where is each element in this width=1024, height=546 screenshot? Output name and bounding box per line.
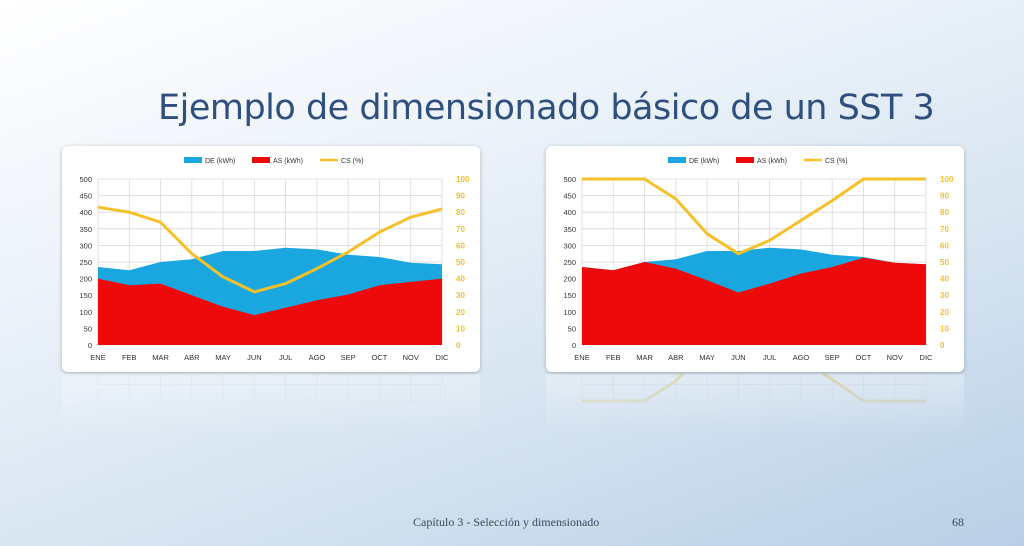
y-right-tick-label: 40	[456, 275, 465, 284]
y-left-tick-label: 250	[563, 258, 576, 267]
x-tick-label: OCT	[856, 353, 872, 362]
y-right-tick-label: 60	[456, 241, 465, 250]
y-left-tick-label: 200	[563, 275, 576, 284]
y-left-tick-label: 0	[88, 341, 92, 350]
x-tick-label: JUL	[763, 353, 776, 362]
y-left-tick-label: 100	[79, 308, 92, 317]
legend-label: DE (kWh)	[205, 158, 235, 165]
y-right-tick-label: 10	[940, 324, 949, 333]
chart-panel-left: ENE FEB MAR ABR MAY JUN JUL AGO SEP OCT NOV DIC 0 50 1…	[62, 146, 480, 372]
slide-title: Ejemplo de dimensionado básico de un SST…	[158, 88, 935, 128]
y-left-tick-label: 150	[79, 291, 92, 300]
area-as	[98, 278, 442, 345]
y-right-tick-label: 0	[456, 341, 461, 350]
y-right-tick-label: 20	[940, 308, 949, 317]
legend-label: AS (kWh)	[757, 158, 787, 165]
y-left-tick-label: 500	[79, 175, 92, 184]
y-right-tick-label: 90	[456, 192, 465, 201]
legend-swatch	[668, 157, 686, 163]
line-cs	[97, 205, 443, 294]
y-right-tick-label: 10	[456, 324, 465, 333]
x-tick-label: SEP	[825, 353, 840, 362]
legend-label: AS (kWh)	[273, 158, 303, 165]
y-left-tick-label: 400	[563, 208, 576, 217]
y-left-tick-label: 50	[568, 324, 576, 333]
x-tick-label: FEB	[122, 353, 137, 362]
y-left-tick-label: 350	[79, 225, 92, 234]
y-left-tick-label: 450	[563, 192, 576, 201]
x-tick-label: SEP	[341, 353, 356, 362]
x-tick-label: AGO	[309, 353, 326, 362]
x-tick-label: NOV	[887, 353, 903, 362]
y-left-tick-label: 0	[572, 341, 576, 350]
legend-swatch	[252, 157, 270, 163]
y-right-tick-label: 80	[456, 208, 465, 217]
y-left-tick-label: 200	[79, 275, 92, 284]
y-left-tick-label: 300	[79, 241, 92, 250]
y-right-tick-label: 30	[940, 291, 949, 300]
y-right-tick-label: 50	[940, 258, 949, 267]
legend-label: CS (%)	[341, 158, 364, 165]
x-tick-label: ENE	[574, 353, 589, 362]
chart-right-svg: ENE FEB MAR ABR MAY JUN JUL AGO SEP OCT NOV DIC 0 50 1…	[563, 157, 954, 362]
x-tick-label: MAY	[215, 353, 231, 362]
y-left-tick-label: 250	[79, 258, 92, 267]
legend-label: CS (%)	[825, 158, 848, 165]
x-tick-label: JUN	[247, 353, 262, 362]
x-tick-label: JUN	[731, 353, 746, 362]
x-tick-label: DIC	[920, 353, 934, 362]
area-as	[582, 257, 926, 345]
y-right-tick-label: 70	[456, 225, 465, 234]
y-right-tick-label: 80	[940, 208, 949, 217]
x-tick-label: OCT	[372, 353, 388, 362]
x-tick-label: MAR	[636, 353, 653, 362]
x-tick-label: NOV	[403, 353, 419, 362]
legend-swatch	[184, 157, 202, 163]
line-cs	[582, 177, 926, 256]
x-tick-label: AGO	[793, 353, 810, 362]
y-right-tick-label: 30	[456, 291, 465, 300]
x-tick-label: FEB	[606, 353, 621, 362]
legend-swatch	[736, 157, 754, 163]
chart-left-svg: ENE FEB MAR ABR MAY JUN JUL AGO SEP OCT NOV DIC 0 50 1…	[79, 157, 470, 362]
y-right-tick-label: 20	[456, 308, 465, 317]
x-tick-label: ENE	[90, 353, 105, 362]
x-tick-label: ABR	[668, 353, 684, 362]
chart-panel-right: ENE FEB MAR ABR MAY JUN JUL AGO SEP OCT NOV DIC 0 50 1…	[546, 146, 964, 372]
y-left-tick-label: 50	[84, 324, 92, 333]
x-tick-label: ABR	[184, 353, 200, 362]
y-left-tick-label: 300	[563, 241, 576, 250]
y-right-tick-label: 70	[940, 225, 949, 234]
y-left-tick-label: 350	[563, 225, 576, 234]
y-right-tick-label: 60	[940, 241, 949, 250]
y-right-tick-label: 50	[456, 258, 465, 267]
y-left-tick-label: 150	[563, 291, 576, 300]
y-right-tick-label: 90	[940, 192, 949, 201]
y-left-tick-label: 100	[563, 308, 576, 317]
x-tick-label: JUL	[279, 353, 292, 362]
y-left-tick-label: 400	[79, 208, 92, 217]
y-right-tick-label: 0	[940, 341, 945, 350]
x-tick-label: MAY	[699, 353, 715, 362]
y-left-tick-label: 450	[79, 192, 92, 201]
page-number: 68	[952, 515, 964, 529]
legend-label: DE (kWh)	[689, 158, 719, 165]
y-left-tick-label: 500	[563, 175, 576, 184]
y-right-tick-label: 100	[940, 175, 954, 184]
y-right-tick-label: 40	[940, 275, 949, 284]
x-tick-label: MAR	[152, 353, 169, 362]
footer-text: Capítulo 3 - Selección y dimensionado	[413, 515, 600, 529]
x-tick-label: DIC	[436, 353, 450, 362]
y-right-tick-label: 100	[456, 175, 470, 184]
